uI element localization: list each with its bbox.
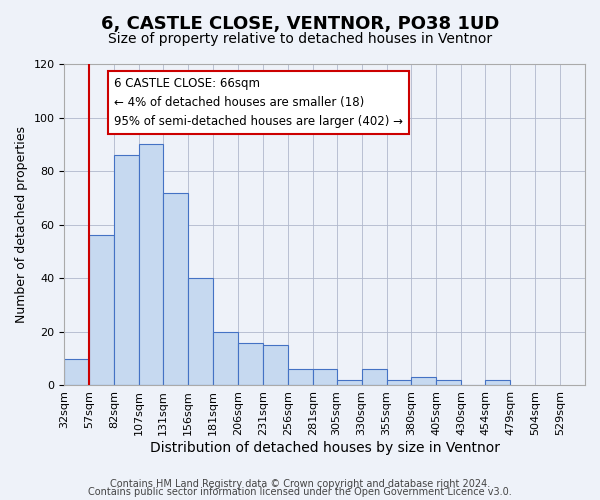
Bar — [337, 380, 362, 386]
X-axis label: Distribution of detached houses by size in Ventnor: Distribution of detached houses by size … — [150, 441, 500, 455]
Bar — [362, 370, 386, 386]
Bar — [213, 332, 238, 386]
Bar — [263, 346, 288, 386]
Text: 6 CASTLE CLOSE: 66sqm
← 4% of detached houses are smaller (18)
95% of semi-detac: 6 CASTLE CLOSE: 66sqm ← 4% of detached h… — [114, 78, 403, 128]
Y-axis label: Number of detached properties: Number of detached properties — [15, 126, 28, 323]
Bar — [188, 278, 213, 386]
Bar — [288, 370, 313, 386]
Text: 6, CASTLE CLOSE, VENTNOR, PO38 1UD: 6, CASTLE CLOSE, VENTNOR, PO38 1UD — [101, 15, 499, 33]
Bar — [313, 370, 337, 386]
Bar — [163, 192, 188, 386]
Bar — [89, 236, 114, 386]
Bar — [64, 358, 89, 386]
Bar — [485, 380, 510, 386]
Text: Contains HM Land Registry data © Crown copyright and database right 2024.: Contains HM Land Registry data © Crown c… — [110, 479, 490, 489]
Bar — [436, 380, 461, 386]
Text: Contains public sector information licensed under the Open Government Licence v3: Contains public sector information licen… — [88, 487, 512, 497]
Bar — [412, 378, 436, 386]
Text: Size of property relative to detached houses in Ventnor: Size of property relative to detached ho… — [108, 32, 492, 46]
Bar — [114, 155, 139, 386]
Bar — [139, 144, 163, 386]
Bar — [386, 380, 412, 386]
Bar — [238, 342, 263, 386]
